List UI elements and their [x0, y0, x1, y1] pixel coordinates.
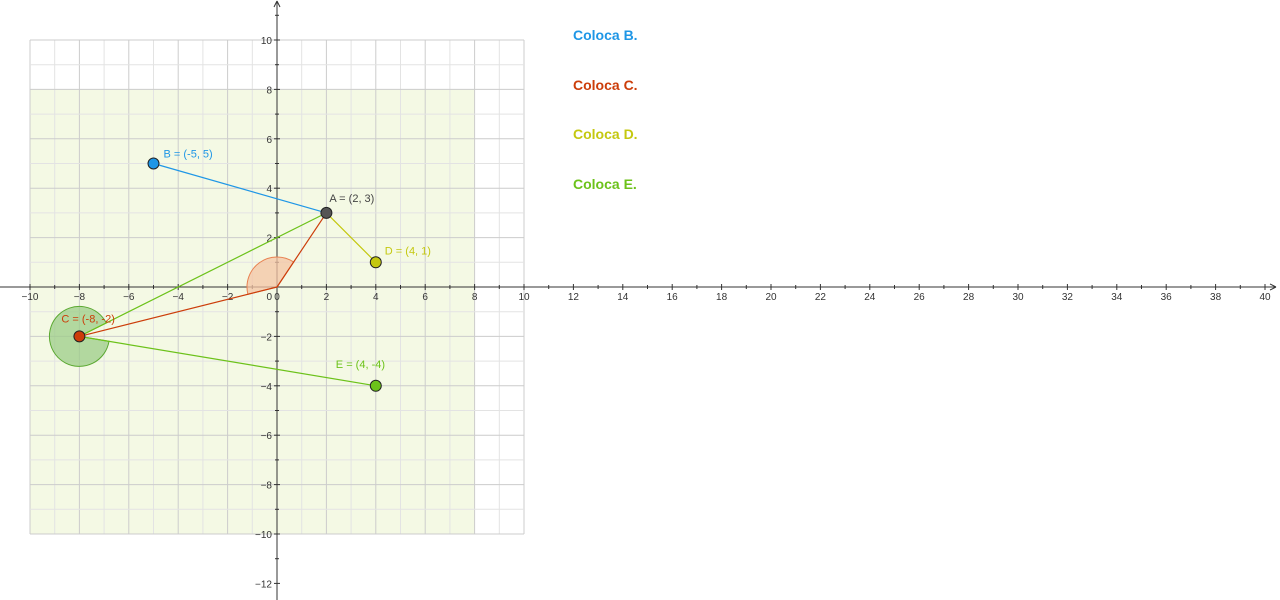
x-tick-label: 12: [568, 292, 580, 303]
x-tick-label: 4: [373, 292, 379, 303]
y-tick-label: −2: [261, 332, 273, 343]
point-b[interactable]: [147, 157, 160, 170]
x-tick-label: 6: [422, 292, 428, 303]
segments: [79, 162, 377, 387]
x-tick-label: 38: [1210, 292, 1222, 303]
x-tick-label: −6: [123, 292, 135, 303]
x-tick-label: −10: [22, 292, 39, 303]
angle-o: [246, 256, 295, 295]
point-label-e: E = (4, -4): [336, 359, 385, 371]
instruction-place-c: Coloca C.: [573, 77, 638, 93]
x-tick-label: −8: [74, 292, 86, 303]
point-label-a: A = (2, 3): [329, 193, 374, 205]
origin-label: 0: [266, 292, 272, 303]
x-tick-label: −2: [222, 292, 234, 303]
x-tick-label: 20: [765, 292, 777, 303]
point-labels: A = (2, 3) B = (-5, 5) C = (-8, -2) D = (4,…: [61, 149, 431, 371]
x-axis-arrow: [1269, 283, 1277, 291]
segment-ba: [153, 162, 327, 214]
point-label-c: C = (-8, -2): [61, 313, 114, 325]
instruction-place-d: Coloca D.: [573, 126, 638, 142]
y-tick-label: 2: [266, 234, 272, 245]
y-axis-arrow: [273, 0, 281, 8]
y-tick-label: −4: [261, 382, 273, 393]
x-tick-label: 18: [716, 292, 728, 303]
x-tick-label: −4: [172, 292, 184, 303]
x-tick-label: 22: [815, 292, 827, 303]
x-tick-label: 24: [864, 292, 876, 303]
segment-co: [79, 286, 278, 337]
tick-labels: −10 −8 −6 −4 −2 0 2 4 6 8 10 12 14 16 18 20 22 24 26 28 30 32…: [22, 36, 1271, 590]
x-tick-label: 16: [667, 292, 679, 303]
points[interactable]: [73, 157, 382, 392]
y-tick-label: 10: [261, 36, 273, 47]
point-e[interactable]: [369, 379, 382, 392]
x-tick-label: 2: [324, 292, 330, 303]
point-c[interactable]: [73, 330, 86, 343]
x-tick-label: 34: [1111, 292, 1123, 303]
instruction-place-e: Coloca E.: [573, 176, 637, 192]
y-tick-label: −6: [261, 431, 273, 442]
segment-ca: [79, 212, 327, 337]
point-label-b: B = (-5, 5): [164, 149, 213, 161]
segment-oa: [276, 212, 327, 288]
x-tick-label: 10: [518, 292, 530, 303]
x-tick-label: 36: [1161, 292, 1173, 303]
x-tick-label: 40: [1259, 292, 1271, 303]
segment-ad: [325, 212, 377, 263]
segment-ce: [79, 335, 376, 387]
x-tick-label: 28: [963, 292, 975, 303]
x-tick-label: 30: [1012, 292, 1024, 303]
y-tick-label: 8: [266, 85, 272, 96]
x-tick-label: 26: [914, 292, 926, 303]
instruction-place-b: Coloca B.: [573, 27, 638, 43]
point-d[interactable]: [369, 256, 382, 269]
y-tick-label: −10: [255, 530, 272, 541]
y-tick-label: 4: [266, 184, 272, 195]
point-label-d: D = (4, 1): [385, 245, 431, 257]
point-a[interactable]: [320, 206, 333, 219]
x-tick-label: 32: [1062, 292, 1074, 303]
y-tick-label: −12: [255, 579, 272, 590]
x-tick-label: 0: [274, 292, 280, 303]
y-tick-label: 6: [266, 135, 272, 146]
y-tick-label: −8: [261, 481, 273, 492]
x-tick-label: 8: [472, 292, 478, 303]
x-tick-label: 14: [617, 292, 629, 303]
